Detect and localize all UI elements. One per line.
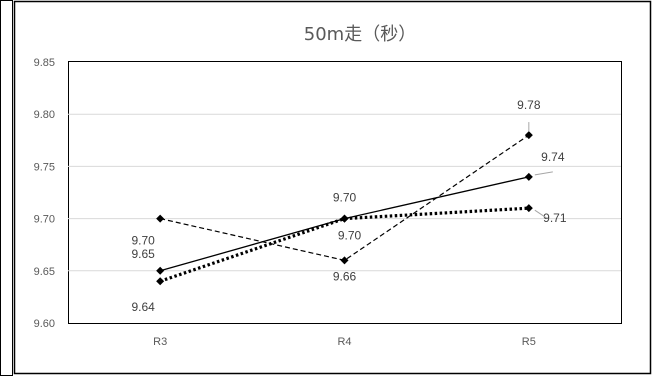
data-labels-group: 9.659.709.749.709.669.789.649.709.71	[131, 98, 566, 314]
data-point-marker	[524, 131, 533, 140]
data-point-marker	[156, 277, 165, 286]
series-group	[156, 131, 533, 286]
x-axis-tick-labels: R3 R4 R5	[153, 336, 536, 348]
data-label: 9.65	[131, 247, 155, 261]
y-tick-label: 9.70	[34, 214, 55, 226]
data-point-marker	[340, 214, 349, 223]
label-leader-line	[534, 209, 548, 219]
x-tick-label: R3	[153, 336, 167, 348]
data-label: 9.66	[333, 269, 357, 283]
y-tick-label: 9.80	[34, 109, 55, 121]
data-label: 9.78	[517, 98, 541, 112]
plot-area	[68, 61, 622, 324]
data-label: 9.70	[338, 229, 362, 243]
left-edge-frame	[0, 0, 13, 376]
x-tick-label: R4	[337, 336, 351, 348]
data-label: 9.70	[131, 234, 155, 248]
data-label: 9.64	[131, 300, 155, 314]
x-tick-label: R5	[522, 336, 536, 348]
data-label: 9.70	[333, 191, 357, 205]
y-tick-label: 9.85	[34, 57, 55, 69]
label-leader-line	[534, 171, 553, 176]
chart-frame	[13, 0, 652, 375]
chart-title: 50m走（秒）	[304, 24, 416, 45]
data-label: 9.71	[543, 211, 567, 225]
data-point-marker	[156, 266, 165, 275]
data-point-marker	[156, 214, 165, 223]
data-point-marker	[524, 204, 533, 213]
data-label: 9.74	[541, 150, 565, 164]
y-tick-label: 9.65	[34, 266, 55, 278]
series-line-dashed	[160, 134, 530, 262]
y-axis-tick-labels: 9.60 9.65 9.70 9.75 9.80 9.85	[34, 57, 55, 330]
y-tick-label: 9.60	[34, 318, 55, 330]
y-tick-label: 9.75	[34, 161, 55, 173]
data-point-marker	[340, 256, 349, 265]
data-point-marker	[524, 172, 533, 181]
